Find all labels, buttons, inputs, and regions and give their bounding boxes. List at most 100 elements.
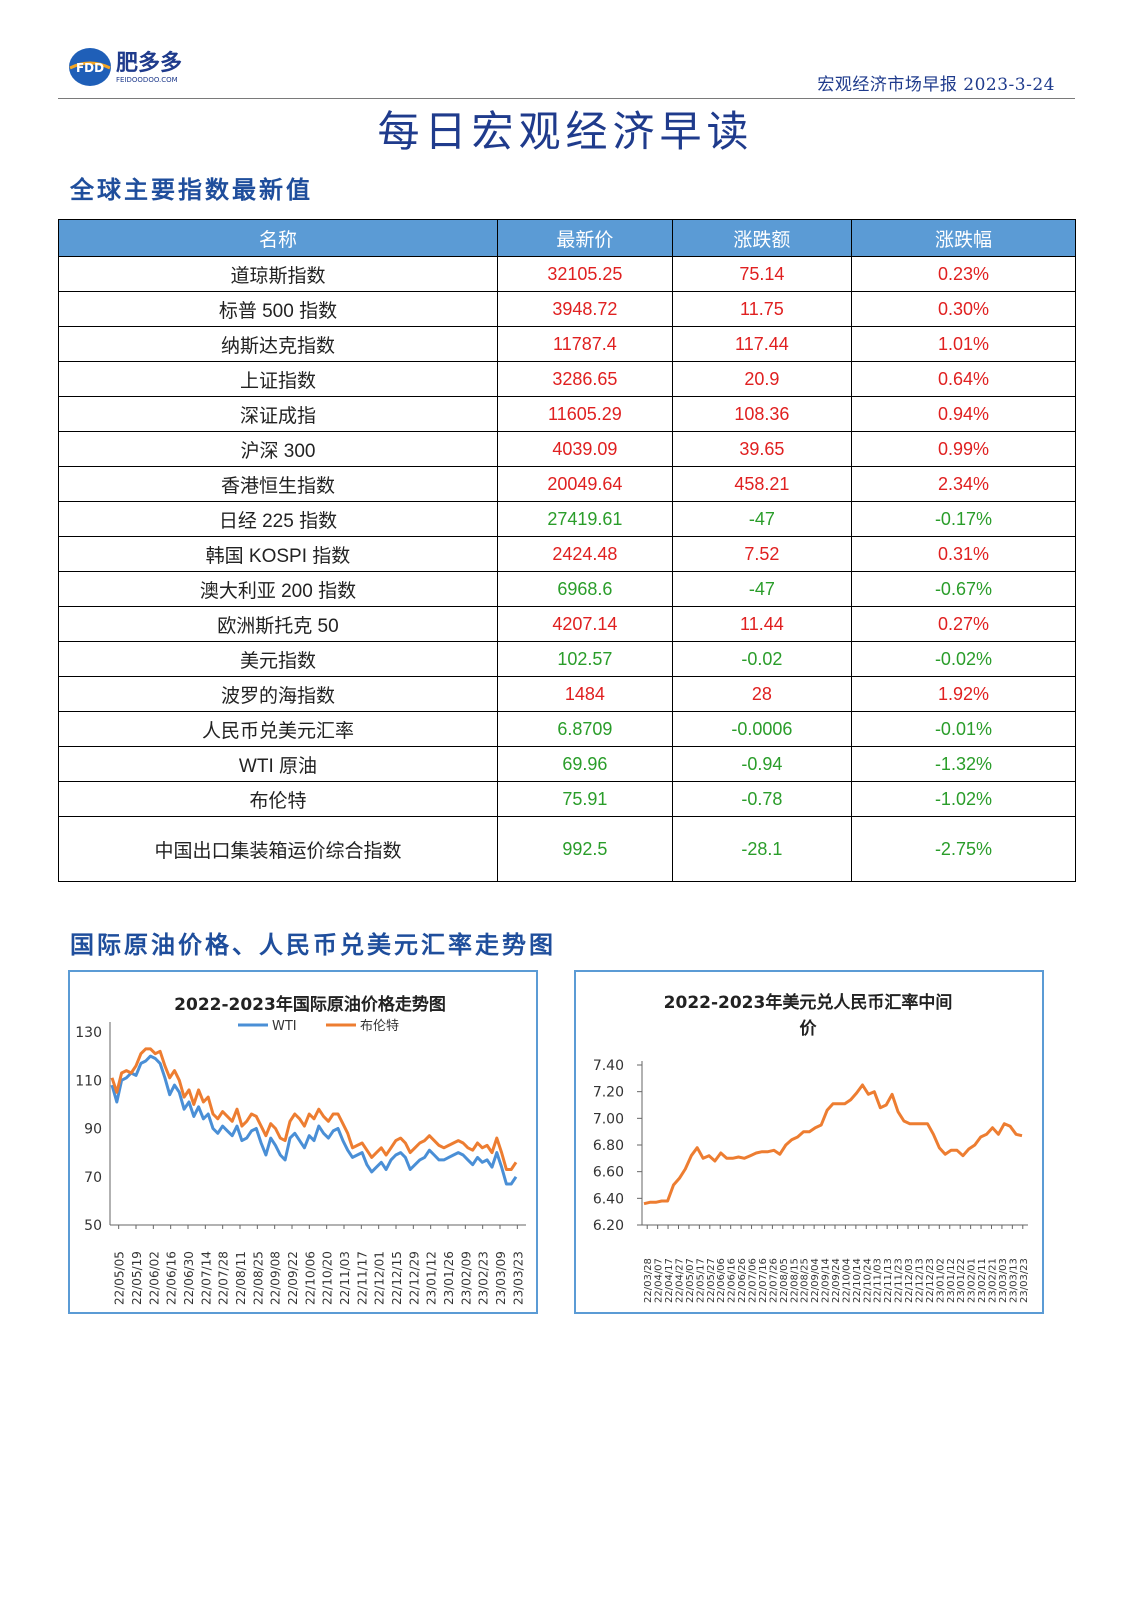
price-cell: 32105.25 (496, 256, 673, 292)
change-cell: -28.1 (671, 816, 852, 882)
fdd-logo: FDD 肥多多 FEIDOODOO.COM (69, 48, 182, 86)
x-tick-label: 22/10/24 (862, 1258, 873, 1303)
usd-cny-chart: 2022-2023年美元兑人民币汇率中间价 7.40 7.20 7.00 6.80 6.6… (574, 970, 1044, 1314)
x-tick-label: 22/08/25 (251, 1251, 265, 1305)
y-tick-label: 6.80 (593, 1138, 624, 1154)
x-tick-label: 23/01/12 (425, 1251, 439, 1305)
y-tick-label: 110 (75, 1073, 102, 1089)
x-tick-label: 22/12/15 (390, 1251, 404, 1305)
index-name-cell: 韩国 KOSPI 指数 (58, 536, 498, 572)
x-tick-label: 22/06/02 (147, 1251, 161, 1305)
index-name-cell: 人民币兑美元汇率 (58, 711, 498, 747)
col-header-price: 最新价 (496, 219, 673, 257)
y-tick-label: 50 (84, 1218, 102, 1234)
pct-cell: 0.23% (850, 256, 1077, 292)
price-cell: 6968.6 (496, 571, 673, 607)
col-header-change: 涨跌额 (671, 219, 852, 257)
index-name-cell: 纳斯达克指数 (58, 326, 498, 362)
x-tick-label: 22/11/23 (894, 1258, 905, 1303)
x-tick-label: 23/03/09 (494, 1251, 508, 1305)
price-cell: 102.57 (496, 641, 673, 677)
y-tick-label: 70 (84, 1170, 102, 1186)
usd-cny-chart-svg: 2022-2023年美元兑人民币汇率中间价 7.40 7.20 7.00 6.80 6.6… (593, 992, 1030, 1303)
x-tick-label: 22/07/28 (217, 1251, 231, 1305)
change-cell: 108.36 (671, 396, 852, 432)
pct-cell: 1.01% (850, 326, 1077, 362)
x-tick-label: 22/12/29 (407, 1251, 421, 1305)
pct-cell: -0.01% (850, 711, 1077, 747)
x-tick-label: 22/07/16 (758, 1258, 769, 1303)
index-name-cell: 日经 225 指数 (58, 501, 498, 537)
x-tick-label: 22/12/03 (904, 1258, 915, 1303)
series-line-wti (110, 1054, 518, 1186)
x-tick-label: 22/03/28 (643, 1258, 654, 1303)
change-cell: 458.21 (671, 466, 852, 502)
x-tick-label: 22/07/14 (199, 1251, 213, 1305)
x-tick-label: 22/04/27 (675, 1258, 686, 1303)
x-tick-label: 23/02/01 (967, 1258, 978, 1303)
pct-cell: 1.92% (850, 676, 1077, 712)
pct-cell: -0.02% (850, 641, 1077, 677)
pct-cell: 0.99% (850, 431, 1077, 467)
index-name-cell: 道琼斯指数 (58, 256, 498, 292)
charts-section-title: 国际原油价格、人民币兑美元汇率走势图 (70, 931, 556, 959)
x-tick-label: 22/06/30 (182, 1251, 196, 1305)
price-cell: 3948.72 (496, 291, 673, 327)
table-row: 韩国 KOSPI 指数 2424.48 7.52 0.31% (58, 536, 1077, 572)
price-cell: 2424.48 (496, 536, 673, 572)
pct-cell: 0.30% (850, 291, 1077, 327)
change-cell: -0.02 (671, 641, 852, 677)
price-cell: 1484 (496, 676, 673, 712)
table-row: 标普 500 指数 3948.72 11.75 0.30% (58, 291, 1077, 327)
x-tick-label: 23/02/21 (987, 1258, 998, 1303)
price-cell: 6.8709 (496, 711, 673, 747)
table-row: 香港恒生指数 20049.64 458.21 2.34% (58, 466, 1077, 502)
col-header-pct: 涨跌幅 (850, 219, 1077, 257)
x-tick-label: 22/06/06 (716, 1258, 727, 1303)
y-tick-label: 7.20 (593, 1085, 624, 1101)
indices-section-title: 全球主要指数最新值 (70, 176, 313, 204)
pct-cell: 2.34% (850, 466, 1077, 502)
x-tick-label: 23/01/26 (442, 1251, 456, 1305)
pct-cell: -1.32% (850, 746, 1077, 782)
x-tick-label: 23/01/12 (946, 1258, 957, 1303)
x-tick-label: 22/07/06 (748, 1258, 759, 1303)
table-row: 深证成指 11605.29 108.36 0.94% (58, 396, 1077, 432)
table-row: WTI 原油 69.96 -0.94 -1.32% (58, 746, 1077, 782)
series-line-usdcny (643, 1083, 1023, 1206)
page-header: FDD 肥多多 FEIDOODOO.COM 宏观经济市场早报 2023-3-24 (58, 40, 1075, 99)
index-name-cell: 波罗的海指数 (58, 676, 498, 712)
y-tick-label: 6.40 (593, 1191, 624, 1207)
pct-cell: -2.75% (850, 816, 1077, 882)
table-row: 美元指数 102.57 -0.02 -0.02% (58, 641, 1077, 677)
x-tick-label: 22/09/14 (821, 1258, 832, 1303)
change-cell: -0.94 (671, 746, 852, 782)
legend-label: 布伦特 (360, 1019, 399, 1034)
change-cell: 11.44 (671, 606, 852, 642)
x-tick-label: 22/10/20 (321, 1251, 335, 1305)
x-tick-label: 22/05/17 (695, 1258, 706, 1303)
x-tick-label: 22/07/26 (768, 1258, 779, 1303)
table-row: 人民币兑美元汇率 6.8709 -0.0006 -0.01% (58, 711, 1077, 747)
y-tick-label: 7.00 (593, 1111, 624, 1127)
price-cell: 69.96 (496, 746, 673, 782)
x-tick-label: 22/05/07 (685, 1258, 696, 1303)
x-tick-label: 23/01/22 (956, 1258, 967, 1303)
table-row: 布伦特 75.91 -0.78 -1.02% (58, 781, 1077, 817)
change-cell: 11.75 (671, 291, 852, 327)
price-cell: 75.91 (496, 781, 673, 817)
price-cell: 20049.64 (496, 466, 673, 502)
y-tick-label: 7.40 (593, 1058, 624, 1074)
page-title: 每日宏观经济早读 (377, 107, 754, 156)
x-tick-label: 22/10/14 (852, 1258, 863, 1303)
change-cell: 39.65 (671, 431, 852, 467)
x-tick-label: 22/08/11 (234, 1251, 248, 1305)
change-cell: 75.14 (671, 256, 852, 292)
pct-cell: -1.02% (850, 781, 1077, 817)
x-tick-label: 22/11/03 (873, 1258, 884, 1303)
x-tick-label: 22/12/01 (373, 1251, 387, 1305)
index-name-cell: 沪深 300 (58, 431, 498, 467)
index-name-cell: 标普 500 指数 (58, 291, 498, 327)
x-tick-label: 23/02/11 (977, 1258, 988, 1303)
change-cell: 117.44 (671, 326, 852, 362)
